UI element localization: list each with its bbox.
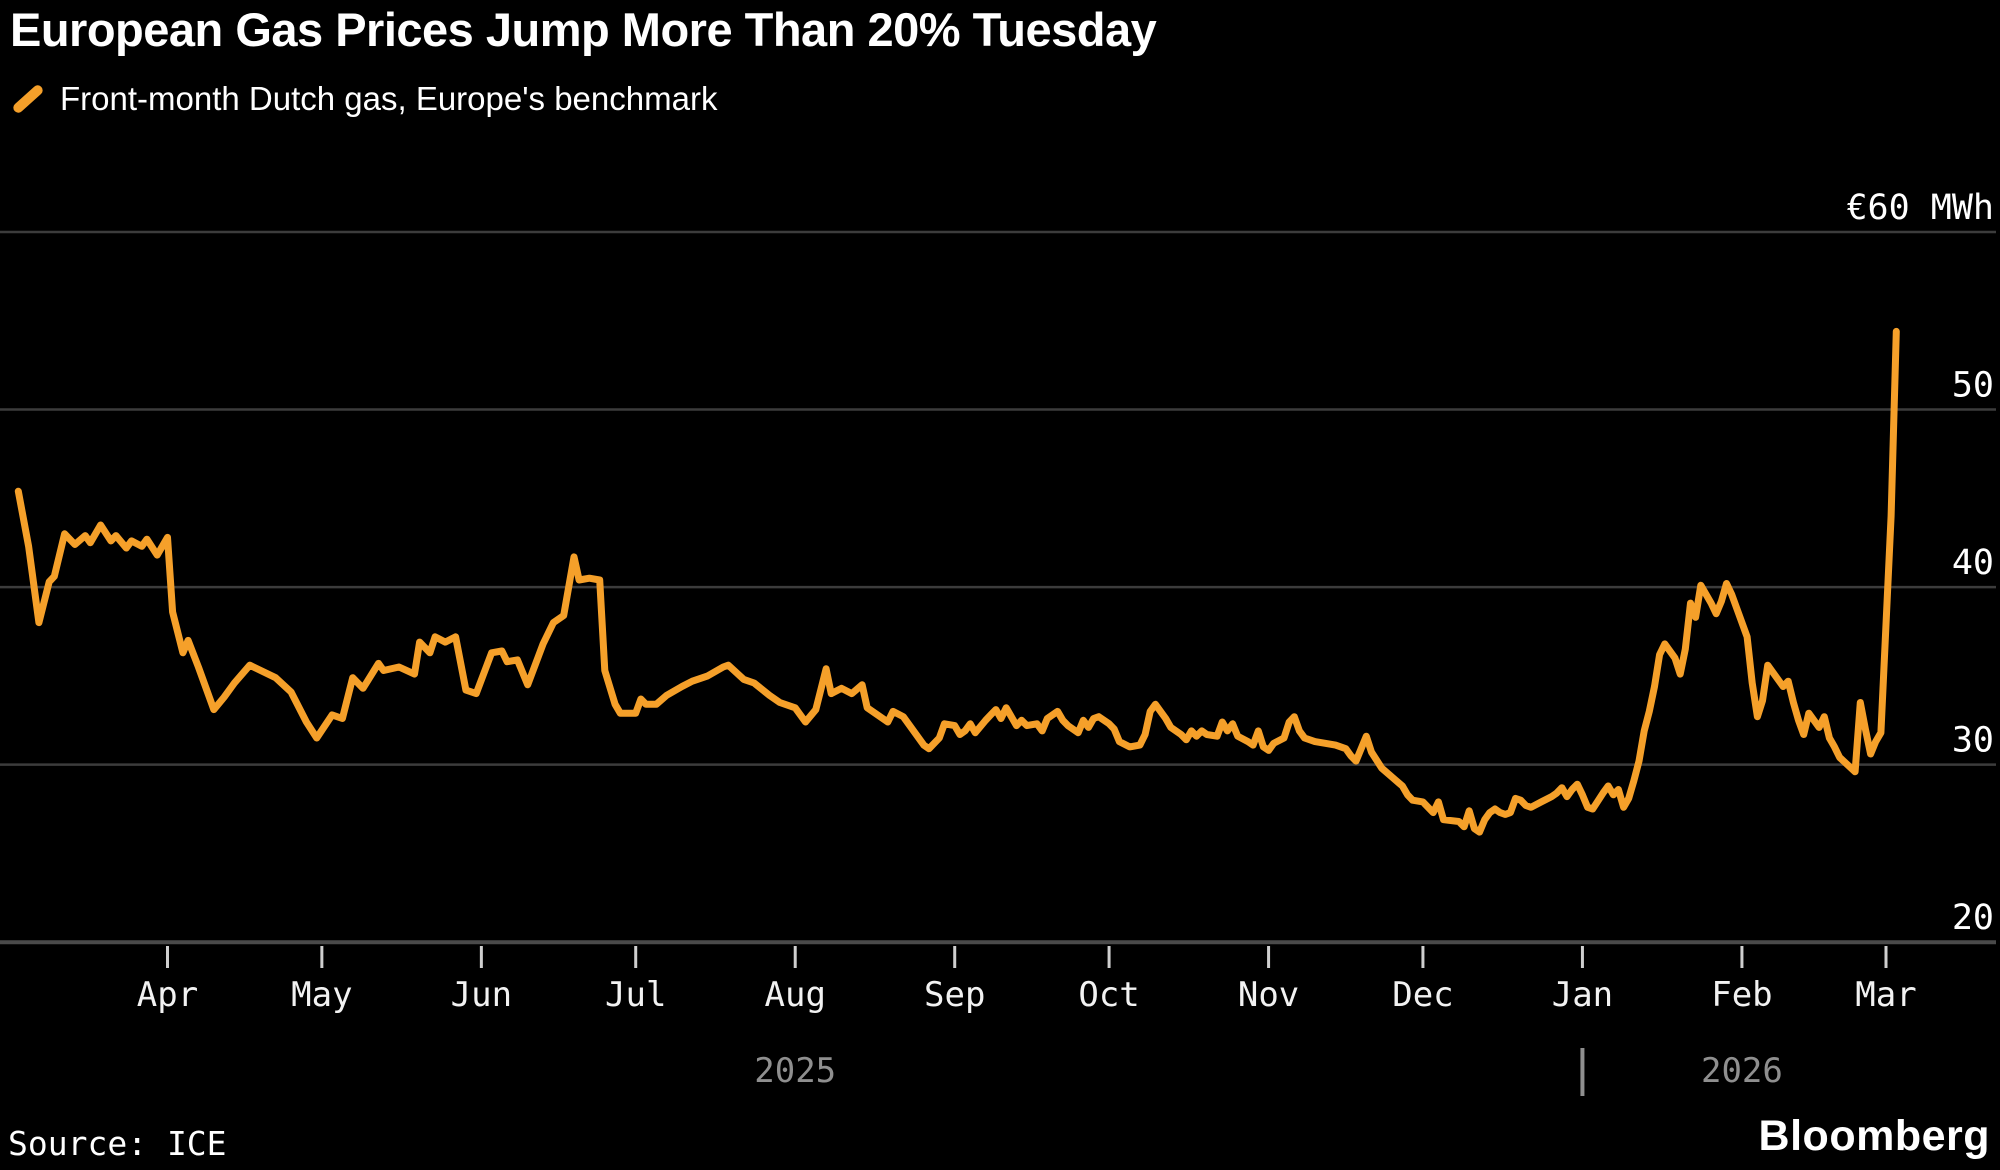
y-tick-label-30: 30 bbox=[1952, 721, 1994, 761]
x-tick-label-Jan: Jan bbox=[1552, 975, 1613, 1015]
legend-label: Front-month Dutch gas, Europe's benchmar… bbox=[60, 80, 718, 117]
x-tick-label-Apr: Apr bbox=[137, 975, 198, 1015]
bloomberg-logo: Bloomberg bbox=[1758, 1112, 1990, 1160]
x-tick-label-May: May bbox=[291, 975, 352, 1015]
x-tick-label-Oct: Oct bbox=[1078, 975, 1139, 1015]
price-line bbox=[14, 327, 1900, 836]
x-tick-label-Mar: Mar bbox=[1855, 975, 1916, 1015]
year-label-2026: 2026 bbox=[1701, 1051, 1783, 1091]
y-axis-labels: €60 MWh 50 40 30 20 bbox=[1846, 188, 1994, 938]
y-tick-label-20: 20 bbox=[1952, 898, 1994, 938]
x-tick-label-Dec: Dec bbox=[1392, 975, 1453, 1015]
x-tick-label-Feb: Feb bbox=[1711, 975, 1772, 1015]
x-tick-label-Jul: Jul bbox=[605, 975, 666, 1015]
x-axis: Apr May Jun Jul Aug Sep Oct Nov Dec Jan Feb Mar 2025… bbox=[137, 946, 1917, 1096]
gridlines bbox=[0, 230, 1996, 945]
x-tick-label-Jun: Jun bbox=[451, 975, 512, 1015]
x-tick-label-Aug: Aug bbox=[765, 975, 826, 1015]
legend: Front-month Dutch gas, Europe's benchmar… bbox=[10, 80, 717, 118]
chart-title: European Gas Prices Jump More Than 20% T… bbox=[10, 3, 1157, 56]
y-tick-label-60: €60 MWh bbox=[1846, 188, 1994, 228]
year-label-2025: 2025 bbox=[754, 1051, 836, 1091]
legend-line-swatch-icon bbox=[11, 83, 45, 115]
x-tick-label-Sep: Sep bbox=[924, 975, 985, 1015]
y-tick-label-40: 40 bbox=[1952, 543, 1994, 583]
x-tick-label-Nov: Nov bbox=[1238, 975, 1299, 1015]
y-tick-label-50: 50 bbox=[1952, 366, 1994, 406]
source-credit: Source: ICE bbox=[8, 1124, 227, 1163]
